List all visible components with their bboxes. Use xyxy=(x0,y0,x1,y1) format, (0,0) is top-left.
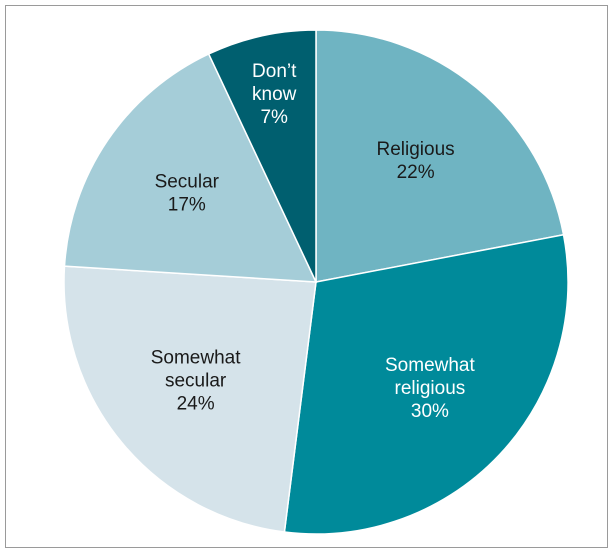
pie-slice xyxy=(283,233,569,535)
slice-name-label: Secular xyxy=(155,172,220,193)
slice-value-label: 30% xyxy=(411,401,449,422)
pie-slice xyxy=(315,29,565,283)
slice-value-label: 7% xyxy=(260,107,288,128)
slice-name-label: know xyxy=(252,84,297,105)
pie-slice xyxy=(63,52,318,283)
slice-value-label: 24% xyxy=(177,394,215,415)
slice-name-label: secular xyxy=(165,371,227,392)
slice-label: Don’t know 7% xyxy=(252,61,297,128)
slice-name-label: Don’t xyxy=(252,61,297,82)
slice-name-label: Somewhat xyxy=(151,348,241,369)
slice-value-label: 22% xyxy=(397,162,435,183)
slice-name-label: Religious xyxy=(377,139,455,160)
slice-value-label: 17% xyxy=(168,195,206,216)
pie-slice xyxy=(63,265,317,533)
slice-label: Somewhat secular 24% xyxy=(151,348,241,415)
slice-label: Somewhat religious 30% xyxy=(385,355,475,422)
slice-name-label: Somewhat xyxy=(385,355,475,376)
slice-label: Religious 22% xyxy=(377,139,455,183)
slice-name-label: religious xyxy=(395,378,466,399)
pie-slice xyxy=(207,29,317,283)
slice-label: Secular 17% xyxy=(155,172,220,216)
